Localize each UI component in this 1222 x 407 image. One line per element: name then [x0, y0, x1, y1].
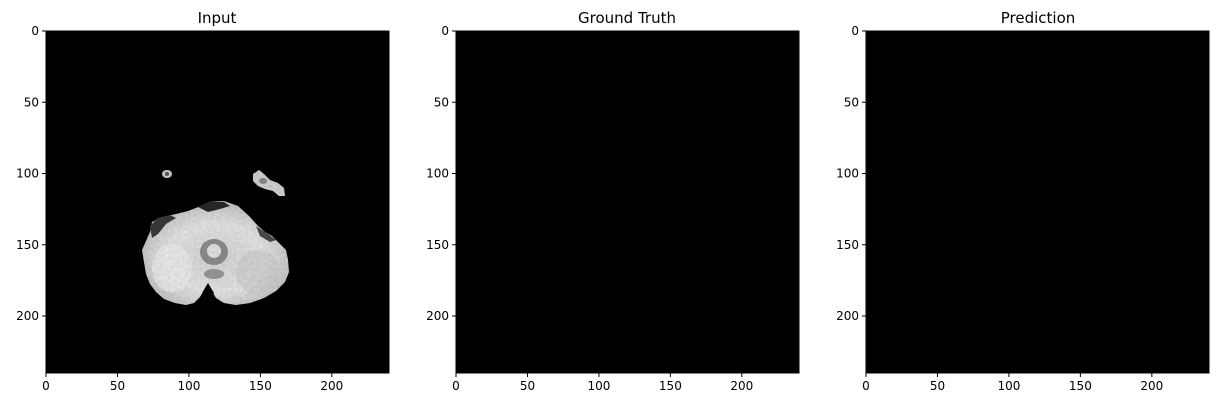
x-tick-label: 0: [42, 379, 50, 393]
dark-rim-left: [150, 215, 176, 238]
right-lobe-shade: [236, 250, 280, 294]
x-tick-label: 50: [930, 379, 945, 393]
dark-rim-center: [198, 201, 230, 212]
dark-rim-right: [256, 226, 276, 242]
panel-prediction: Prediction 0 50 100 150 200 0 50 100 150 200: [836, 9, 1210, 393]
x-tick-label: 150: [249, 379, 272, 393]
y-tick-label: 150: [16, 238, 39, 252]
x-tick-label: 0: [862, 379, 870, 393]
x-tick-label: 50: [520, 379, 535, 393]
y-tick-label: 100: [836, 167, 859, 181]
brainstem-core: [207, 244, 221, 258]
y-tick-label: 0: [851, 24, 859, 38]
y-tick-label: 150: [426, 238, 449, 252]
x-tick-label: 100: [177, 379, 200, 393]
y-tick-label: 50: [24, 95, 39, 109]
x-tick-label: 100: [997, 379, 1020, 393]
image-area: [456, 31, 799, 373]
panel-title: Ground Truth: [578, 9, 676, 27]
y-tick-label: 150: [836, 238, 859, 252]
y-tick-label: 200: [426, 309, 449, 323]
y-tick-label: 50: [844, 95, 859, 109]
axes-frame: [455, 30, 800, 374]
brain-slice-image: [142, 170, 289, 305]
bottom-notch: [202, 283, 214, 300]
ventricle: [204, 269, 224, 279]
x-tick-label: 200: [730, 379, 753, 393]
small-blob-right: [253, 170, 285, 196]
small-blob-right-shade: [259, 178, 267, 184]
x-ticks: 0 50 100 150 200: [42, 373, 343, 393]
x-tick-label: 0: [452, 379, 460, 393]
panel-title: Prediction: [1001, 9, 1076, 27]
axes-frame: [45, 30, 390, 374]
y-tick-label: 0: [31, 24, 39, 38]
image-area: [866, 31, 1209, 373]
left-lobe-shade: [152, 244, 192, 292]
y-tick-label: 0: [441, 24, 449, 38]
axes-frame: [865, 30, 1210, 374]
y-tick-label: 50: [434, 95, 449, 109]
x-ticks: 0 50 100 150 200: [862, 373, 1163, 393]
x-tick-label: 150: [1069, 379, 1092, 393]
y-tick-label: 200: [16, 309, 39, 323]
x-tick-label: 200: [320, 379, 343, 393]
y-tick-label: 100: [426, 167, 449, 181]
y-ticks: 0 50 100 150 200: [16, 24, 46, 323]
panel-ground-truth: Ground Truth 0 50 100 150 200 0 50 100 150 200: [426, 9, 800, 393]
y-ticks: 0 50 100 150 200: [836, 24, 866, 323]
x-tick-label: 150: [659, 379, 682, 393]
panel-title: Input: [198, 9, 237, 27]
y-tick-label: 200: [836, 309, 859, 323]
small-blob-left-dot: [165, 172, 169, 176]
x-tick-label: 100: [587, 379, 610, 393]
x-ticks: 0 50 100 150 200: [452, 373, 753, 393]
y-ticks: 0 50 100 150 200: [426, 24, 456, 323]
y-tick-label: 100: [16, 167, 39, 181]
panel-input: Input 0 50 100 150 200 0 50 100 150 200: [16, 9, 390, 393]
x-tick-label: 50: [110, 379, 125, 393]
x-tick-label: 200: [1140, 379, 1163, 393]
